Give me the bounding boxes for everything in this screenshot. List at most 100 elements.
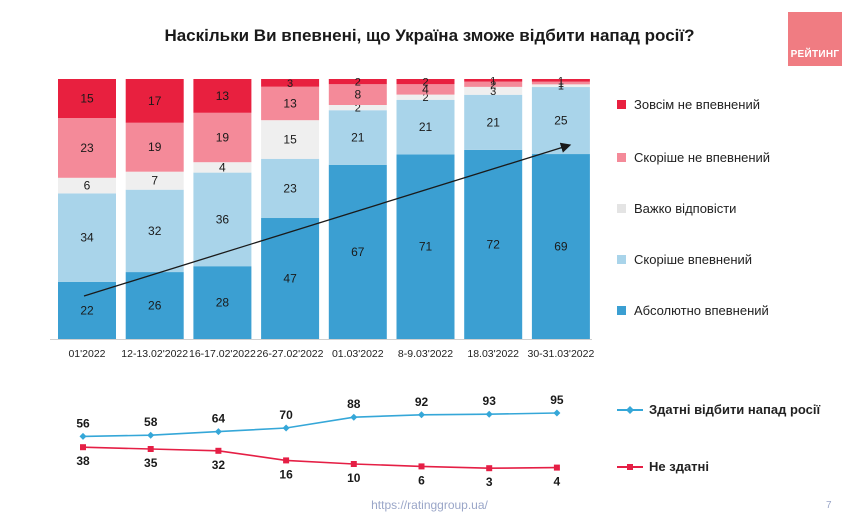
bar-value-label: 1 (558, 75, 564, 87)
line-point (80, 444, 86, 451)
bar-hard_to_say (531, 84, 590, 88)
legend-label: Зовсім не впевнений (634, 97, 760, 112)
bar-value-label: 28 (216, 296, 230, 310)
legend-item-absolutely: Абсолютно впевнений (617, 303, 769, 318)
line-value-label: 10 (347, 471, 361, 485)
legend-label: Скоріше впевнений (634, 252, 753, 267)
bar-rather_not (193, 112, 252, 163)
bar-value-label: 34 (80, 231, 94, 245)
bar-hard_to_say (396, 94, 455, 100)
bar-value-label: 2 (490, 79, 496, 91)
bar-value-label: 32 (148, 224, 162, 238)
bar-hard_to_say (464, 86, 523, 95)
line-value-label: 88 (347, 397, 361, 411)
bar-value-label: 72 (487, 237, 501, 251)
line-point (486, 465, 493, 472)
bar-value-label: 21 (351, 131, 365, 145)
chart-title: Наскільки Ви впевнені, що Україна зможе … (164, 26, 695, 45)
line-point (283, 457, 290, 464)
bar-not_at_all (396, 79, 455, 85)
bar-value-label: 71 (419, 240, 433, 254)
bar-absolutely (125, 272, 184, 339)
bar-value-label: 3 (287, 78, 293, 90)
bar-hard_to_say (261, 120, 320, 159)
legend-item-rather_not: Скоріше не впевнений (617, 150, 770, 165)
line-point (350, 461, 357, 467)
line-value-label: 95 (550, 393, 564, 407)
bar-absolutely (58, 281, 116, 339)
bar-value-label: 25 (554, 114, 568, 128)
legend-label: Абсолютно впевнений (634, 303, 769, 318)
bar-rather_confident (396, 99, 455, 155)
line-legend-marker (617, 461, 643, 473)
line-point (350, 413, 358, 421)
line-value-label: 38 (76, 454, 90, 468)
line-legend-label: Здатні відбити напад росії (649, 402, 821, 417)
bar-value-label: 6 (84, 179, 91, 193)
x-tick-label: 18.03'2022 (467, 348, 519, 360)
bar-value-label: 1 (558, 81, 564, 93)
bar-rather_confident (58, 193, 116, 282)
bar-value-label: 13 (216, 89, 230, 103)
bar-absolutely (193, 266, 252, 339)
bar-hard_to_say (125, 171, 184, 190)
bar-value-label: 21 (487, 115, 501, 129)
legend-swatch (617, 204, 626, 213)
bar-value-label: 1 (490, 75, 496, 87)
bar-value-label: 2 (355, 77, 361, 89)
line-value-label: 32 (212, 458, 226, 472)
bar-value-label: 4 (219, 160, 226, 174)
bar-value-label: 23 (80, 141, 94, 155)
bar-value-label: 47 (283, 272, 297, 286)
line-value-label: 58 (144, 415, 158, 429)
legend-label: Скоріше не впевнений (634, 150, 771, 165)
line-point (214, 428, 222, 436)
bar-value-label: 7 (151, 174, 158, 188)
bar-not_at_all (464, 79, 523, 82)
bar-value-label: 3 (490, 86, 496, 98)
line-point (147, 431, 155, 439)
bar-value-label: 2 (422, 77, 428, 89)
bar-value-label: 67 (351, 245, 365, 259)
line-point (147, 446, 154, 452)
bar-hard_to_say (328, 105, 387, 111)
bar-absolutely (464, 149, 523, 339)
legend-swatch (617, 306, 626, 315)
bar-value-label: 13 (283, 96, 297, 110)
x-tick-label: 8-9.03'2022 (398, 348, 453, 360)
bar-absolutely (531, 154, 590, 339)
page-number: 7 (826, 500, 832, 511)
bar-rather_not (125, 122, 184, 172)
x-tick-label: 16-17.02'2022 (189, 348, 256, 360)
line-value-label: 35 (144, 456, 158, 470)
line-value-label: 3 (486, 475, 493, 489)
line-point (418, 463, 425, 470)
legend-swatch (617, 153, 626, 162)
line-value-label: 70 (279, 408, 293, 422)
line-unable_line (82, 446, 557, 470)
line-legend-item-unable_line: Не здатні (617, 459, 709, 474)
bar-rather_confident (464, 94, 523, 150)
legend-item-rather_confident: Скоріше впевнений (617, 252, 752, 267)
line-value-label: 4 (554, 475, 561, 489)
bar-value-label: 23 (283, 181, 297, 195)
bar-rather_not (464, 81, 523, 87)
line-point (418, 411, 425, 419)
rating-logo: РЕЙТИНГ (788, 12, 842, 66)
bar-not_at_all (58, 79, 116, 118)
legend-item-not_at_all: Зовсім не впевнений (617, 97, 760, 112)
x-tick-label: 01.03'2022 (332, 348, 384, 360)
line-value-label: 92 (415, 395, 429, 409)
line-legend-marker (617, 404, 643, 416)
x-tick-label: 12-13.02'2022 (121, 348, 188, 360)
bar-hard_to_say (193, 162, 252, 173)
bar-value-label: 19 (148, 140, 162, 154)
bar-rather_confident (328, 110, 387, 165)
bar-value-label: 4 (422, 82, 429, 96)
trend-arrow (83, 142, 572, 297)
bar-absolutely (396, 154, 455, 339)
bar-absolutely (328, 164, 387, 339)
legend-item-hard_to_say: Важко відповісти (617, 201, 736, 216)
source-url[interactable]: https://ratinggroup.ua/ (371, 498, 488, 512)
x-tick-label: 30-31.03'2022 (527, 348, 594, 360)
